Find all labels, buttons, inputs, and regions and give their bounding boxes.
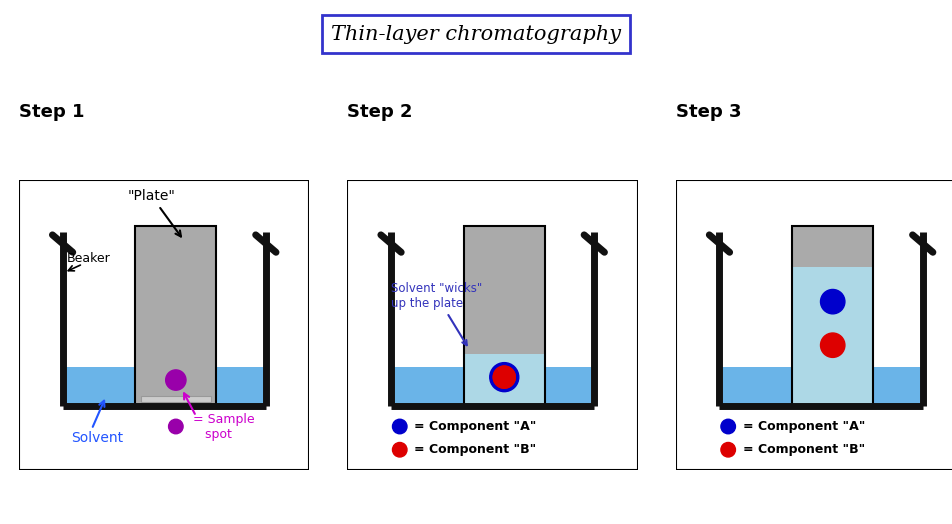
Text: Step 1: Step 1 [19, 103, 85, 121]
Bar [135, 226, 216, 406]
Bar [792, 226, 873, 406]
Circle shape [821, 333, 845, 357]
Circle shape [489, 363, 519, 391]
Bar [141, 396, 210, 402]
Text: = Component "B": = Component "B" [743, 443, 865, 456]
Text: Thin-layer chromatography: Thin-layer chromatography [331, 25, 621, 43]
Circle shape [493, 366, 515, 388]
Bar [464, 354, 545, 406]
Circle shape [493, 366, 515, 388]
Bar [391, 367, 594, 406]
Text: = Component "A": = Component "A" [743, 420, 865, 433]
Circle shape [169, 419, 183, 434]
Bar [792, 226, 873, 267]
Circle shape [166, 370, 186, 390]
Text: Solvent: Solvent [71, 431, 124, 445]
Text: Solvent "wicks"
up the plate: Solvent "wicks" up the plate [391, 282, 483, 345]
Bar [464, 226, 545, 406]
Circle shape [392, 442, 407, 457]
Text: = Component "B": = Component "B" [414, 443, 537, 456]
Bar [720, 367, 922, 406]
Text: = Sample
   spot: = Sample spot [193, 412, 255, 441]
Circle shape [821, 289, 845, 314]
Bar [792, 267, 873, 406]
Circle shape [721, 419, 736, 434]
Circle shape [392, 419, 407, 434]
Text: "Plate": "Plate" [128, 189, 181, 236]
Text: Beaker: Beaker [67, 252, 110, 265]
Text: Step 3: Step 3 [676, 103, 742, 121]
Bar [63, 367, 266, 406]
Text: Step 2: Step 2 [347, 103, 413, 121]
Circle shape [721, 442, 736, 457]
Bar [464, 226, 545, 354]
Text: = Component "A": = Component "A" [414, 420, 537, 433]
